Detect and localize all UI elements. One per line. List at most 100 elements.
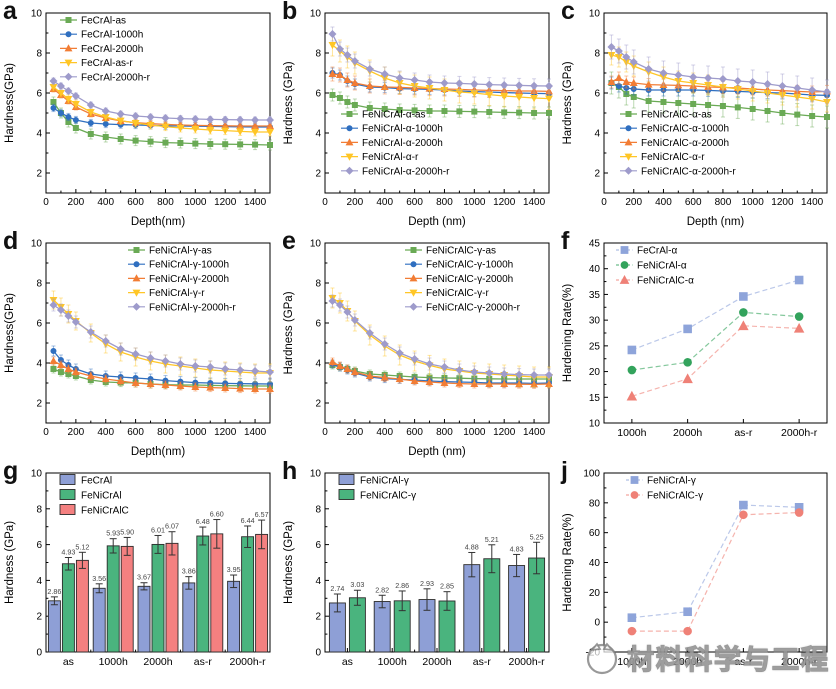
series-FeNiCrAl-α-r bbox=[328, 33, 553, 111]
legend-a: FeCrAl-as FeCrAl-1000h FeCrAl-2000h FeCrAl-… bbox=[60, 16, 151, 83]
svg-text:8: 8 bbox=[36, 49, 42, 60]
svg-text:as: as bbox=[342, 656, 353, 668]
svg-text:FeNiCrAl-α-as: FeNiCrAl-α-as bbox=[362, 110, 426, 121]
svg-text:1400: 1400 bbox=[523, 197, 546, 208]
chart-g: 0 2 4 6 8 10 as 1000h 2000h as-r 2000h-r Hardness (… bbox=[4, 469, 271, 668]
bar-series-FeNiCrAl: 4.93 5.93 6.01 6.48 6.44 bbox=[61, 516, 255, 653]
svg-text:Depth (nm): Depth (nm) bbox=[408, 216, 466, 228]
svg-text:FeNiCrAlC-α-as: FeNiCrAlC-α-as bbox=[641, 110, 712, 121]
svg-text:FeCrAl-1000h: FeCrAl-1000h bbox=[81, 30, 143, 41]
svg-text:Hardness (GPa): Hardness (GPa) bbox=[283, 61, 295, 144]
svg-text:FeNiCrAlC: FeNiCrAlC bbox=[81, 506, 129, 517]
svg-text:FeNiCrAlC-α-2000h: FeNiCrAlC-α-2000h bbox=[641, 138, 729, 149]
svg-text:1000h: 1000h bbox=[617, 427, 646, 439]
svg-text:FeNiCrAlC-α-2000h-r: FeNiCrAlC-α-2000h-r bbox=[641, 166, 736, 177]
svg-text:2: 2 bbox=[36, 169, 42, 180]
svg-text:FeNiCrAl-γ-2000h-r: FeNiCrAl-γ-2000h-r bbox=[149, 302, 236, 313]
svg-text:1000: 1000 bbox=[463, 197, 486, 208]
svg-text:8: 8 bbox=[315, 504, 321, 515]
svg-text:400: 400 bbox=[655, 197, 672, 208]
legend-e: FeNiCrAlC-γ-as FeNiCrAlC-γ-1000h FeNiCrAlC… bbox=[405, 246, 521, 313]
svg-text:2000h-r: 2000h-r bbox=[781, 656, 818, 668]
svg-text:10: 10 bbox=[31, 9, 43, 20]
svg-text:3.86: 3.86 bbox=[182, 567, 196, 576]
svg-text:FeCrAl-2000h-r: FeCrAl-2000h-r bbox=[81, 72, 151, 83]
panel-g: 0 2 4 6 8 10 as 1000h 2000h as-r 2000h-r Hardness (… bbox=[0, 457, 279, 689]
svg-text:FeNiCrAlC-γ-r: FeNiCrAlC-γ-r bbox=[426, 288, 489, 299]
svg-text:FeNiCrAl-γ: FeNiCrAl-γ bbox=[647, 476, 696, 487]
svg-text:80: 80 bbox=[589, 498, 601, 509]
panel-d: 2 4 6 8 10 0 200 400 600 800 1000 1200 1400 Depth(nm)… bbox=[0, 227, 279, 460]
svg-text:5.90: 5.90 bbox=[120, 527, 134, 536]
svg-text:10: 10 bbox=[589, 9, 601, 20]
svg-text:6.44: 6.44 bbox=[241, 516, 255, 525]
series-FeNiCrAlC-α-2000h-r bbox=[607, 34, 832, 105]
svg-text:FeCrAl: FeCrAl bbox=[81, 476, 112, 487]
svg-text:0: 0 bbox=[43, 197, 49, 208]
svg-text:2000h-r: 2000h-r bbox=[781, 427, 818, 439]
panel-letter-c: c bbox=[561, 0, 575, 25]
svg-text:Depth(nm): Depth(nm) bbox=[131, 446, 185, 458]
svg-text:400: 400 bbox=[376, 197, 393, 208]
svg-text:2.82: 2.82 bbox=[375, 585, 389, 594]
svg-text:4.88: 4.88 bbox=[465, 542, 479, 551]
svg-text:FeNiCrAlC-α-1000h: FeNiCrAlC-α-1000h bbox=[641, 124, 729, 135]
svg-text:FeNiCrAl: FeNiCrAl bbox=[81, 491, 122, 502]
svg-text:FeNiCrAl-α-2000h-r: FeNiCrAl-α-2000h-r bbox=[362, 166, 450, 177]
svg-text:2.86: 2.86 bbox=[47, 587, 61, 596]
svg-text:6: 6 bbox=[315, 540, 321, 551]
panel-e: 2 4 6 8 10 0 200 400 600 800 1000 1200 1400 Depth (nm… bbox=[279, 227, 558, 460]
series-FeNiCrAl-γ-2000h-r bbox=[49, 298, 275, 379]
legend-d: FeNiCrAl-γ-as FeNiCrAl-γ-1000h FeNiCrAl-γ-… bbox=[128, 246, 236, 313]
legend-j: FeNiCrAl-γ FeNiCrAlC-γ bbox=[626, 476, 703, 502]
svg-text:Depth(nm): Depth(nm) bbox=[131, 216, 185, 228]
svg-text:0: 0 bbox=[594, 618, 600, 629]
svg-text:2: 2 bbox=[594, 169, 600, 180]
svg-text:2000h: 2000h bbox=[673, 427, 702, 439]
svg-text:40: 40 bbox=[589, 558, 601, 569]
series-FeNiCrAlC-γ-2000h-r bbox=[328, 294, 554, 382]
svg-text:0: 0 bbox=[36, 648, 42, 659]
svg-text:6: 6 bbox=[315, 89, 321, 100]
svg-text:35: 35 bbox=[589, 290, 601, 301]
svg-text:10: 10 bbox=[310, 469, 322, 480]
svg-text:Hardness(GPa): Hardness(GPa) bbox=[4, 293, 16, 373]
series-FeCrAl-2000h-r bbox=[49, 76, 275, 125]
panel-j: -20 0 20 40 60 80 100 1000h 2000h as-r 2000h-r Hard… bbox=[558, 457, 836, 689]
chart-a: 2 4 6 8 10 0 200 400 600 800 1000 1200 1400 Depth(nm)… bbox=[4, 9, 275, 228]
axes-f: 10 15 20 25 30 35 40 45 1000h 2000h as-r 2000h-r Har… bbox=[562, 239, 828, 439]
svg-text:25: 25 bbox=[589, 341, 601, 352]
svg-text:FeNiCrAl-γ-1000h: FeNiCrAl-γ-1000h bbox=[149, 260, 229, 271]
svg-text:FeNiCrAl-α-r: FeNiCrAl-α-r bbox=[362, 152, 419, 163]
bar-series-FeNiCrAlC: 5.12 5.90 6.07 6.60 6.57 bbox=[75, 510, 269, 653]
panel-letter-j: j bbox=[561, 457, 568, 485]
svg-text:as-r: as-r bbox=[194, 656, 213, 668]
svg-text:6: 6 bbox=[594, 89, 600, 100]
svg-text:1000: 1000 bbox=[742, 197, 765, 208]
svg-text:FeNiCrAl-γ: FeNiCrAl-γ bbox=[360, 476, 409, 487]
svg-text:2: 2 bbox=[36, 612, 42, 623]
svg-text:1200: 1200 bbox=[493, 427, 516, 438]
svg-text:8: 8 bbox=[36, 279, 42, 290]
svg-text:1000: 1000 bbox=[184, 197, 207, 208]
svg-text:5.25: 5.25 bbox=[530, 532, 544, 541]
panel-letter-b: b bbox=[282, 0, 298, 25]
svg-text:3.67: 3.67 bbox=[137, 573, 151, 582]
svg-text:6.01: 6.01 bbox=[151, 525, 165, 534]
svg-text:FeNiCrAl-γ-r: FeNiCrAl-γ-r bbox=[149, 288, 205, 299]
svg-text:FeNiCrAl-γ-as: FeNiCrAl-γ-as bbox=[149, 246, 212, 257]
chart-b: 2 4 6 8 10 0 200 400 600 800 1000 1200 1400 Depth (nm… bbox=[283, 9, 554, 228]
svg-text:FeNiCrAlC-γ-2000h-r: FeNiCrAlC-γ-2000h-r bbox=[426, 302, 521, 313]
svg-text:800: 800 bbox=[157, 427, 174, 438]
svg-text:1200: 1200 bbox=[214, 197, 237, 208]
svg-text:15: 15 bbox=[589, 393, 601, 404]
bar-series-FeCrAl: 2.86 3.56 3.67 3.86 3.95 bbox=[47, 565, 241, 653]
svg-text:0: 0 bbox=[601, 197, 607, 208]
svg-text:45: 45 bbox=[589, 239, 601, 250]
svg-text:FeNiCrAlC-γ-as: FeNiCrAlC-γ-as bbox=[426, 246, 496, 257]
svg-text:40: 40 bbox=[589, 264, 601, 275]
svg-text:Hardness (GPa): Hardness (GPa) bbox=[283, 291, 295, 374]
svg-text:as-r: as-r bbox=[734, 427, 753, 439]
svg-text:200: 200 bbox=[347, 427, 364, 438]
